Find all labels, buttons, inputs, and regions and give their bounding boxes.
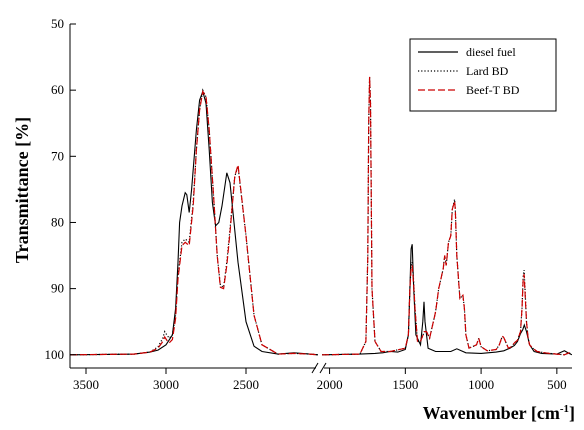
x-tick-label-3000: 3000 — [153, 377, 179, 392]
y-tick-label-80: 80 — [51, 214, 64, 229]
x-axis-title-sup: -1 — [560, 403, 569, 415]
legend-label-3: Beef-T BD — [466, 83, 520, 97]
legend: diesel fuel Lard BD Beef-T BD — [409, 38, 557, 112]
series-line-1-segment-1 — [70, 89, 318, 356]
x-axis-title: Wavenumber [cm-1] — [423, 403, 575, 423]
x-tick-label-1000: 1000 — [468, 377, 494, 392]
axis-break-mark-2 — [319, 362, 327, 374]
series-line-2-segment-2 — [322, 76, 572, 356]
y-tick-label-90: 90 — [51, 281, 64, 296]
axis-break-mark-1 — [311, 362, 319, 374]
x-axis-title-close: ] — [569, 403, 575, 423]
legend-label-1: diesel fuel — [466, 45, 516, 59]
series-layer — [70, 76, 572, 356]
series-line-3-segment-1 — [70, 89, 318, 356]
axes-layer — [69, 24, 572, 374]
x-tick-label-1500: 1500 — [392, 377, 418, 392]
x-tick-label-3500: 3500 — [73, 377, 99, 392]
series-line-2-segment-1 — [70, 88, 318, 356]
legend-box — [409, 38, 557, 112]
x-tick-label-2500: 2500 — [233, 377, 259, 392]
y-tick-label-50: 50 — [51, 16, 64, 31]
legend-label-2: Lard BD — [466, 64, 509, 78]
y-axis-title: Transmittance [%] — [12, 117, 32, 263]
y-tick-label-70: 70 — [51, 148, 64, 163]
x-axis-title-main: Wavenumber [cm — [423, 403, 560, 423]
y-tick-label-100: 100 — [45, 347, 65, 362]
y-tick-label-60: 60 — [51, 82, 64, 97]
x-tick-label-500: 500 — [547, 377, 567, 392]
series-line-3-segment-2 — [322, 76, 572, 356]
ticks-layer: 50 60 70 80 90 100 3500 3000 2500 2000 1500 1000 500 — [45, 16, 567, 392]
x-tick-label-2000: 2000 — [317, 377, 343, 392]
